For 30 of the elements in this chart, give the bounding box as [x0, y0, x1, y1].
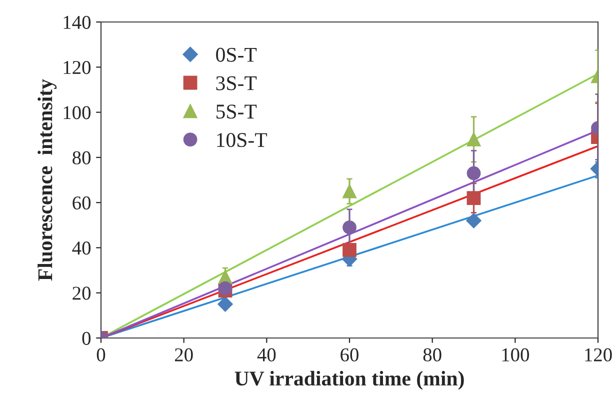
- legend-label: 10S-T: [217, 132, 268, 148]
- x-tick-label: 40: [257, 348, 276, 362]
- x-tick-label: 20: [174, 348, 193, 362]
- legend-label: 5S-T: [216, 104, 257, 119]
- y-tick-label: 140: [64, 16, 91, 29]
- x-tick-label: 80: [423, 348, 442, 362]
- point: [342, 220, 356, 234]
- x-axis-title: UV irradiation time (min): [234, 370, 464, 390]
- point: [466, 166, 481, 180]
- y-tick-label: 40: [72, 242, 91, 255]
- point: [466, 132, 481, 146]
- y-tick-label: 20: [72, 286, 91, 300]
- x-tick-label: 60: [340, 348, 358, 362]
- y-tick-label: 100: [64, 106, 91, 120]
- point: [218, 296, 233, 312]
- x-tick-label: 120: [585, 348, 612, 362]
- legend-label: 0S-T: [216, 48, 257, 62]
- y-tick-label: 120: [64, 60, 91, 74]
- x-tick-label: 0: [96, 348, 106, 362]
- point: [342, 243, 356, 257]
- legend-label: 3S-T: [216, 76, 257, 90]
- y-tick-label: 0: [82, 332, 91, 345]
- y-tick-label: 80: [72, 151, 91, 164]
- point: [218, 281, 232, 296]
- point: [466, 213, 482, 228]
- y-axis-title: Fluorescence intensity: [38, 79, 57, 281]
- point: [342, 184, 356, 198]
- x-tick-label: 100: [502, 348, 530, 362]
- point: [466, 191, 481, 205]
- y-tick-label: 60: [72, 196, 91, 210]
